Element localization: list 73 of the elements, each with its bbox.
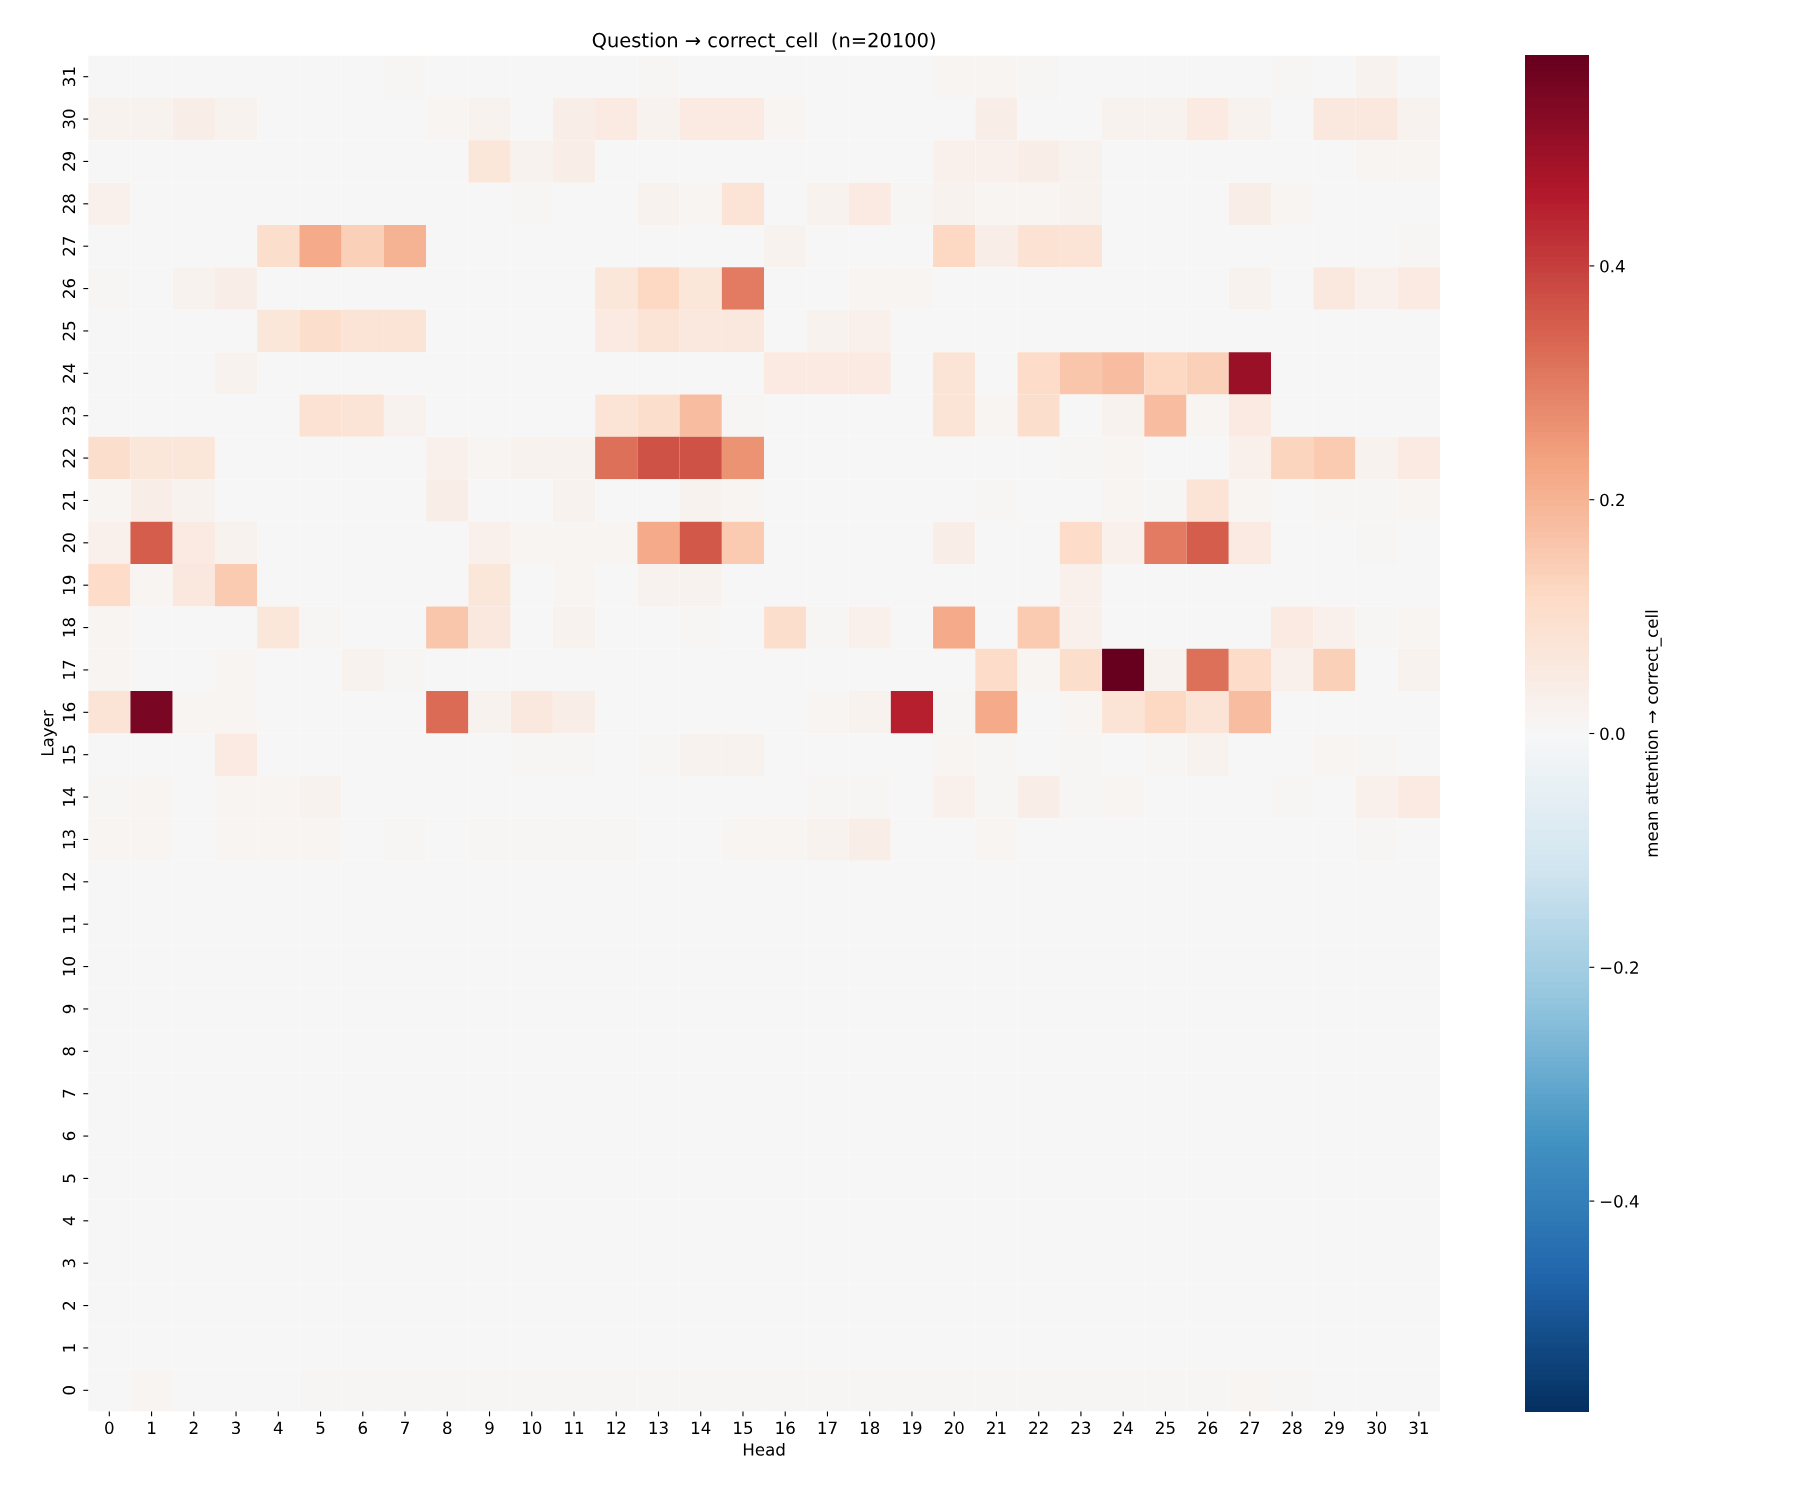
y-tick-label: 29: [62, 152, 76, 171]
y-tick-label: 3: [62, 1259, 76, 1268]
x-tick-label: 11: [565, 1421, 584, 1434]
x-tick-label: 25: [1156, 1421, 1175, 1435]
x-tick-label: 7: [401, 1421, 409, 1434]
x-tick-label: 24: [1113, 1421, 1133, 1434]
x-tick-label: 20: [944, 1421, 964, 1435]
color-bar-title: mean attention → correct_cell: [1645, 610, 1662, 857]
y-tick-label: 27: [62, 237, 76, 256]
y-tick-label: 6: [62, 1131, 76, 1141]
y-tick-label: 23: [62, 406, 76, 426]
x-tick-label: 10: [522, 1421, 542, 1435]
y-tick-label: 21: [62, 491, 76, 510]
x-tick-label: 13: [649, 1421, 668, 1435]
y-tick-label: 8: [62, 1047, 76, 1056]
y-tick-label: 26: [62, 279, 76, 298]
y-tick-label: 5: [62, 1174, 76, 1183]
x-tick-label: 31: [1409, 1421, 1428, 1435]
x-tick-label: 22: [1029, 1421, 1048, 1434]
x-axis-title: Head: [743, 1442, 785, 1456]
x-tick-label: 23: [1071, 1421, 1091, 1435]
x-tick-label: 29: [1325, 1421, 1344, 1435]
x-tick-label: 6: [358, 1421, 368, 1435]
x-tick-label: 9: [485, 1421, 494, 1435]
y-tick-label: 12: [62, 872, 76, 891]
x-tick-label: 4: [273, 1421, 283, 1434]
x-tick-label: 8: [443, 1421, 452, 1435]
x-tick-label: 27: [1240, 1421, 1260, 1434]
y-tick-label: 24: [62, 363, 76, 383]
y-tick-label: 28: [62, 194, 76, 214]
x-tick-label: 30: [1367, 1421, 1387, 1435]
y-tick-label: 2: [62, 1301, 76, 1310]
x-tick-label: 2: [189, 1421, 198, 1434]
y-tick-label: 7: [62, 1089, 76, 1098]
x-tick-label: 17: [818, 1421, 837, 1434]
y-tick-label: 16: [62, 702, 76, 722]
y-tick-label: 11: [62, 915, 76, 933]
x-tick-label: 0: [105, 1421, 114, 1435]
y-tick-label: 22: [62, 449, 76, 468]
y-tick-label: 14: [62, 787, 76, 806]
x-tick-label: 26: [1198, 1421, 1218, 1435]
color-bar-label: −0.2: [1600, 961, 1638, 974]
x-tick-label: 28: [1282, 1421, 1302, 1435]
y-tick-label: 20: [62, 533, 76, 553]
y-tick-label: 15: [62, 745, 76, 764]
y-tick-label: 18: [62, 618, 76, 637]
y-tick-label: 9: [62, 1004, 76, 1014]
x-tick-label: 1: [148, 1421, 156, 1434]
x-tick-label: 12: [607, 1421, 626, 1434]
color-bar-label: −0.4: [1600, 1195, 1639, 1208]
y-tick-label: 19: [62, 575, 76, 594]
x-tick-label: 3: [232, 1421, 241, 1435]
y-tick-label: 1: [62, 1344, 76, 1352]
x-tick-label: 21: [987, 1421, 1006, 1434]
x-tick-label: 15: [734, 1421, 753, 1435]
y-tick-label: 17: [62, 660, 76, 679]
y-tick-label: 10: [62, 957, 76, 976]
color-bar-label: 0.4: [1600, 259, 1625, 273]
x-tick-label: 14: [691, 1421, 711, 1434]
x-tick-label: 19: [903, 1421, 922, 1435]
y-tick-label: 25: [62, 321, 76, 341]
color-bar-label: 0.0: [1600, 727, 1625, 741]
x-tick-label: 16: [776, 1421, 795, 1435]
y-tick-label: 4: [62, 1216, 76, 1226]
y-tick-label: 31: [62, 67, 76, 87]
color-bar-label: 0.2: [1600, 493, 1624, 507]
y-tick-label: 30: [62, 109, 76, 129]
y-tick-label: 13: [62, 830, 76, 849]
chart-title: Question → correct_cell (n=20100): [592, 32, 935, 52]
x-tick-label: 18: [860, 1421, 880, 1435]
y-tick-label: 0: [62, 1386, 76, 1395]
x-tick-label: 5: [316, 1421, 325, 1435]
y-axis-title: Layer: [41, 710, 57, 756]
